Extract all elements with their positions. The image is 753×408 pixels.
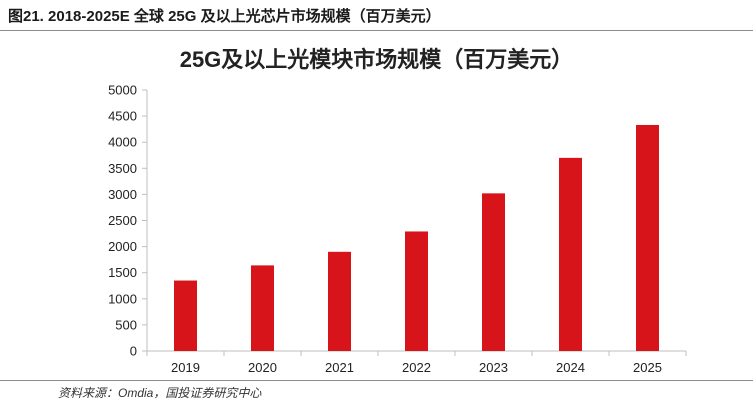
y-tick-label: 1000 [108,291,137,306]
source-note: 资料来源：Omdia，国投证券研究中心 [58,386,262,400]
y-tick-label: 3000 [108,187,137,202]
figure-footer-rule [0,380,753,381]
bar-2024 [559,157,582,351]
figure-title: 图21. 2018-2025E 全球 25G 及以上光芯片市场规模（百万美元） [8,8,441,25]
y-tick-label: 4500 [108,109,137,124]
x-tick-label: 2022 [402,360,431,375]
y-tick-label: 4000 [108,135,137,150]
y-tick-label: 2500 [108,213,137,228]
bar-2020 [251,265,274,351]
bar-series [174,124,659,351]
x-tick-label: 2024 [556,360,585,375]
bar-2023 [482,193,505,351]
y-tick-label: 2000 [108,239,137,254]
y-axis: 0 500 1000 1500 2000 2500 3000 3500 4000 4500 5000 [108,83,148,359]
x-axis: 2019 2020 2021 2022 2023 2024 2025 [146,350,687,375]
y-tick-label: 5000 [108,83,137,98]
bar-2025 [636,124,659,351]
y-tick-label: 0 [130,344,137,359]
y-tick-label: 3500 [108,161,137,176]
x-tick-label: 2020 [248,360,277,375]
y-tick-label: 500 [115,317,137,332]
bar-2021 [328,251,351,351]
x-tick-label: 2025 [633,360,662,375]
x-tick-label: 2019 [171,360,200,375]
figure-header: 图21. 2018-2025E 全球 25G 及以上光芯片市场规模（百万美元） [0,0,753,31]
x-tick-label: 2021 [325,360,354,375]
bar-2022 [405,231,428,351]
y-tick-label: 1500 [108,265,137,280]
x-tick-label: 2023 [479,360,508,375]
bar-2019 [174,280,197,351]
chart-title: 25G及以上光模块市场规模（百万美元） [179,47,574,72]
